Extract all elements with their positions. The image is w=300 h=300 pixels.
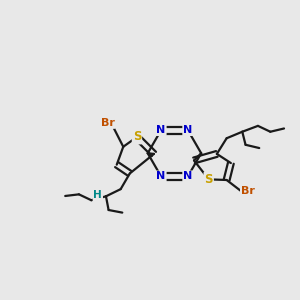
Text: N: N: [183, 171, 193, 182]
Text: S: S: [204, 173, 213, 186]
Text: N: N: [183, 125, 193, 135]
Text: H: H: [94, 190, 102, 200]
Text: Br: Br: [101, 118, 115, 128]
Text: N: N: [157, 171, 166, 182]
Text: N: N: [157, 125, 166, 135]
Text: Br: Br: [241, 186, 255, 197]
Text: S: S: [133, 130, 141, 143]
